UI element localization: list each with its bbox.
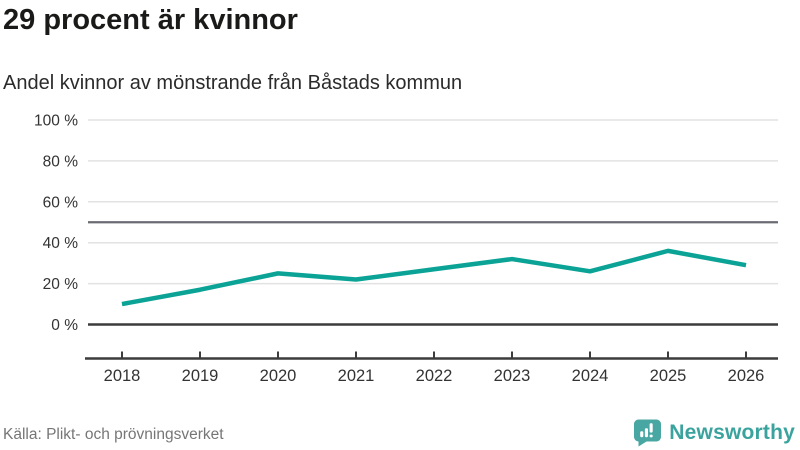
y-tick-label: 40 % bbox=[43, 235, 79, 252]
x-tick-label: 2023 bbox=[494, 367, 531, 385]
x-tick-label: 2024 bbox=[572, 367, 609, 385]
brand-name: Newsworthy bbox=[669, 420, 795, 444]
y-tick-label: 0 % bbox=[51, 317, 78, 334]
page-title: 29 procent är kvinnor bbox=[3, 4, 298, 36]
newsworthy-icon bbox=[634, 419, 662, 447]
brand-logo: Newsworthy bbox=[633, 418, 795, 447]
y-tick-label: 20 % bbox=[43, 276, 79, 293]
x-tick-label: 2019 bbox=[182, 367, 219, 385]
x-tick-label: 2022 bbox=[416, 367, 453, 385]
x-tick-label: 2025 bbox=[650, 367, 687, 385]
y-tick-label: 100 % bbox=[34, 113, 78, 130]
chart-subtitle: Andel kvinnor av mönstrande från Båstads… bbox=[3, 72, 463, 94]
x-tick-label: 2026 bbox=[728, 367, 765, 385]
y-tick-label: 60 % bbox=[43, 194, 79, 211]
data-line bbox=[121, 248, 747, 307]
x-tick-label: 2018 bbox=[104, 367, 141, 385]
y-tick-label: 80 % bbox=[43, 153, 79, 170]
x-tick-label: 2020 bbox=[260, 367, 297, 385]
x-tick-label: 2021 bbox=[338, 367, 375, 385]
source-note: Källa: Plikt- och prövningsverket bbox=[3, 426, 224, 443]
